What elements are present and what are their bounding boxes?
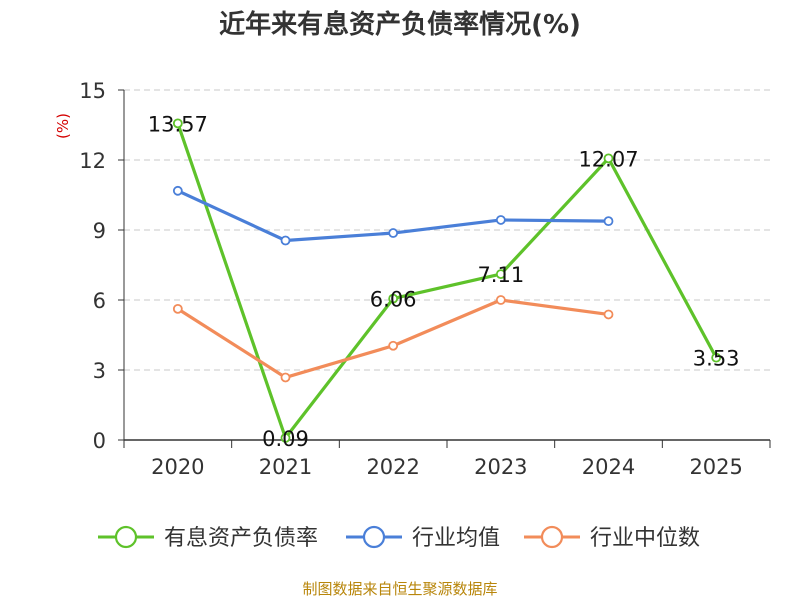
data-label: 7.11 <box>477 263 524 287</box>
data-point <box>495 215 506 225</box>
x-tick-label: 2023 <box>474 455 527 479</box>
y-tick-label: 15 <box>79 79 106 103</box>
source-note: 制图数据来自恒生聚源数据库 <box>302 580 498 598</box>
legend-marker <box>114 525 138 549</box>
data-label: 12.07 <box>578 147 638 171</box>
data-point <box>388 340 399 351</box>
y-tick-label: 0 <box>93 429 106 453</box>
data-labels: 13.57 0.09 6.06 7.11 12.07 3.53 <box>148 112 740 451</box>
legend: 有息资产负债率 行业均值 行业中位数 <box>98 525 700 551</box>
data-point <box>603 153 614 164</box>
x-tick-label: 2020 <box>151 455 204 479</box>
data-label: 6.06 <box>370 288 417 312</box>
y-tick-label: 9 <box>93 219 106 243</box>
legend-marker <box>362 525 386 549</box>
x-tick-label: 2021 <box>259 455 312 479</box>
series <box>172 118 722 443</box>
legend-label: 有息资产负债率 <box>164 526 318 551</box>
data-point <box>603 309 614 320</box>
legend-marker <box>540 525 564 549</box>
data-point <box>388 293 399 304</box>
data-point <box>172 118 183 129</box>
y-tick-label: 12 <box>79 149 106 173</box>
data-point <box>388 228 399 238</box>
x-tick-label: 2022 <box>366 455 419 479</box>
gridlines <box>124 89 770 371</box>
data-label: 0.09 <box>262 427 309 451</box>
y-tick-label: 3 <box>93 359 106 383</box>
x-tick-label: 2025 <box>689 455 742 479</box>
legend-label: 行业均值 <box>412 526 500 551</box>
y-tick-label: 6 <box>93 289 106 313</box>
data-point <box>280 372 291 383</box>
x-tick-label: 2024 <box>582 455 635 479</box>
y-axis-label: (%) <box>54 113 72 139</box>
data-label: 3.53 <box>693 347 740 371</box>
data-point <box>603 216 614 227</box>
data-point <box>280 432 291 443</box>
data-point <box>172 303 183 314</box>
axes: 0 3 6 9 12 15 (%) 2020 2021 2022 2023 2024 2025 <box>54 79 771 479</box>
chart-title: 近年来有息资产负债率情况(%) <box>219 10 581 40</box>
data-point <box>280 235 291 246</box>
data-point <box>172 185 183 196</box>
legend-label: 行业中位数 <box>590 526 700 551</box>
data-point <box>495 269 506 280</box>
data-point <box>711 352 722 363</box>
data-label: 13.57 <box>148 112 208 136</box>
series-line <box>176 122 718 440</box>
data-point <box>495 295 506 305</box>
